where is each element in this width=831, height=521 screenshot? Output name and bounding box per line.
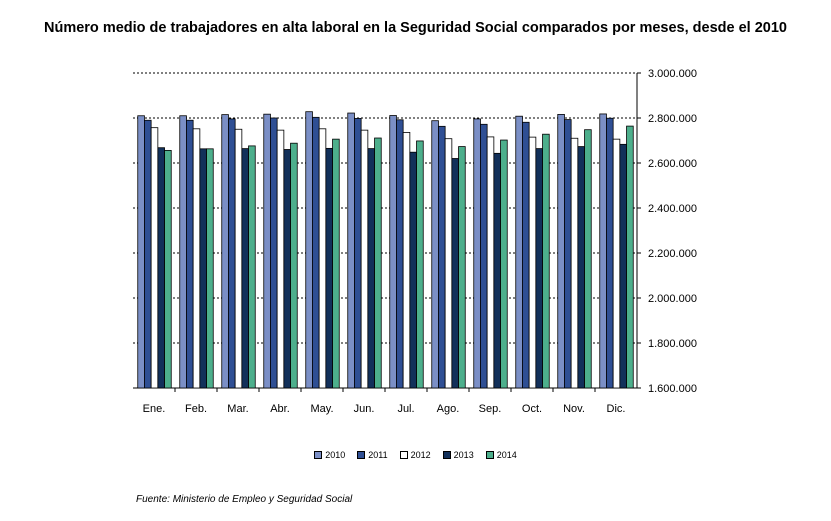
- x-tick-label: Jun.: [354, 403, 375, 415]
- bar-2014-4: [332, 138, 340, 389]
- legend-swatch: [357, 451, 366, 459]
- bar-2011-11: [606, 117, 614, 389]
- bar-2012-10: [570, 137, 579, 389]
- bar-2011-2: [228, 118, 236, 389]
- bar-2010-10: [557, 114, 565, 389]
- legend-swatch: [485, 451, 494, 459]
- bar-2014-6: [416, 140, 424, 389]
- chart-title: Número medio de trabajadores en alta lab…: [44, 20, 787, 36]
- bar-2010-9: [515, 115, 523, 389]
- x-tick-label: Oct.: [522, 403, 542, 415]
- chart-source: Fuente: Ministerio de Empleo y Seguridad…: [136, 494, 353, 505]
- bar-2012-5: [360, 129, 369, 389]
- legend-swatch: [399, 451, 408, 459]
- legend-item-2014: 2014: [485, 450, 517, 460]
- bar-2012-11: [612, 138, 621, 389]
- y-tick-label: 2.800.000: [648, 113, 697, 125]
- bar-2013-4: [325, 147, 333, 389]
- y-tick-label: 2.200.000: [648, 248, 697, 260]
- legend-label: 2011: [368, 450, 388, 460]
- legend-label: 2010: [325, 450, 346, 460]
- legend-swatch: [314, 451, 323, 459]
- bar-2011-10: [564, 119, 572, 389]
- bar-2012-0: [150, 127, 159, 389]
- y-tick-label: 1.800.000: [648, 338, 697, 350]
- bar-2012-9: [528, 136, 537, 389]
- bar-2013-7: [451, 158, 459, 389]
- bar-2012-2: [234, 128, 243, 389]
- bar-2012-3: [276, 129, 285, 389]
- bar-2011-8: [480, 123, 488, 389]
- bar-2014-3: [290, 142, 298, 389]
- legend-label: 2014: [496, 450, 517, 460]
- bar-2011-0: [144, 119, 152, 389]
- y-tick-label: 3.000.000: [648, 68, 697, 80]
- chart-legend: 2010 2011 2012 2013 2014: [0, 450, 831, 460]
- bar-2011-5: [354, 118, 362, 389]
- bar-2011-4: [312, 116, 320, 389]
- bar-2013-8: [493, 152, 501, 389]
- bar-2010-8: [473, 118, 481, 389]
- y-tick-label: 2.600.000: [648, 158, 697, 170]
- bar-2014-2: [248, 145, 256, 389]
- bar-2014-9: [542, 133, 550, 389]
- bar-2013-2: [241, 148, 249, 389]
- bar-2014-11: [626, 125, 634, 389]
- x-tick-label: Abr.: [270, 403, 290, 415]
- x-tick-label: Sep.: [479, 403, 502, 415]
- x-tick-label: Ene.: [143, 403, 166, 415]
- bar-2013-3: [283, 149, 291, 389]
- bar-2012-8: [486, 136, 495, 389]
- bar-2013-1: [199, 148, 207, 389]
- x-tick-label: Ago.: [437, 403, 460, 415]
- bar-2011-1: [186, 119, 194, 389]
- bar-2012-7: [444, 138, 453, 389]
- bar-2012-4: [318, 128, 327, 389]
- bar-2013-0: [157, 147, 165, 389]
- bar-2011-7: [438, 125, 446, 389]
- x-tick-label: Mar.: [227, 403, 248, 415]
- legend-label: 2012: [410, 450, 431, 460]
- bar-2010-2: [221, 114, 229, 389]
- bar-2010-4: [305, 111, 313, 389]
- bar-2013-9: [535, 148, 543, 389]
- bar-2010-1: [179, 115, 187, 389]
- bar-2012-6: [402, 131, 411, 389]
- bar-2011-3: [270, 117, 278, 389]
- legend-item-2010: 2010: [314, 450, 345, 460]
- bar-2010-6: [389, 115, 397, 389]
- bar-2010-3: [263, 113, 271, 389]
- legend-item-2011: 2011: [357, 450, 388, 460]
- bar-2014-8: [500, 139, 508, 389]
- bar-2010-0: [137, 115, 145, 389]
- bar-2010-5: [347, 112, 355, 389]
- bar-2014-1: [206, 148, 214, 389]
- x-tick-label: Dic.: [607, 403, 626, 415]
- bar-2014-0: [164, 149, 172, 389]
- bar-2012-1: [192, 128, 201, 389]
- legend-item-2012: 2012: [399, 450, 431, 460]
- x-tick-label: Feb.: [185, 403, 207, 415]
- bar-2014-7: [458, 146, 466, 389]
- bar-2013-10: [577, 146, 585, 389]
- x-tick-label: Jul.: [397, 403, 414, 415]
- bar-2013-11: [619, 143, 627, 389]
- x-tick-label: May.: [310, 403, 333, 415]
- bar-2013-6: [409, 151, 417, 389]
- y-tick-label: 2.000.000: [648, 293, 697, 305]
- bar-2011-9: [522, 121, 530, 389]
- y-tick-label: 2.400.000: [648, 203, 697, 215]
- bar-2010-11: [599, 113, 607, 389]
- bar-2013-5: [367, 148, 375, 389]
- bar-2011-6: [396, 119, 404, 389]
- bar-2014-10: [584, 129, 592, 389]
- bar-2014-5: [374, 137, 382, 389]
- legend-label: 2013: [453, 450, 474, 460]
- legend-swatch: [442, 451, 451, 459]
- y-tick-label: 1.600.000: [648, 383, 697, 395]
- x-tick-label: Nov.: [563, 403, 585, 415]
- legend-item-2013: 2013: [442, 450, 474, 460]
- bar-2010-7: [431, 120, 439, 389]
